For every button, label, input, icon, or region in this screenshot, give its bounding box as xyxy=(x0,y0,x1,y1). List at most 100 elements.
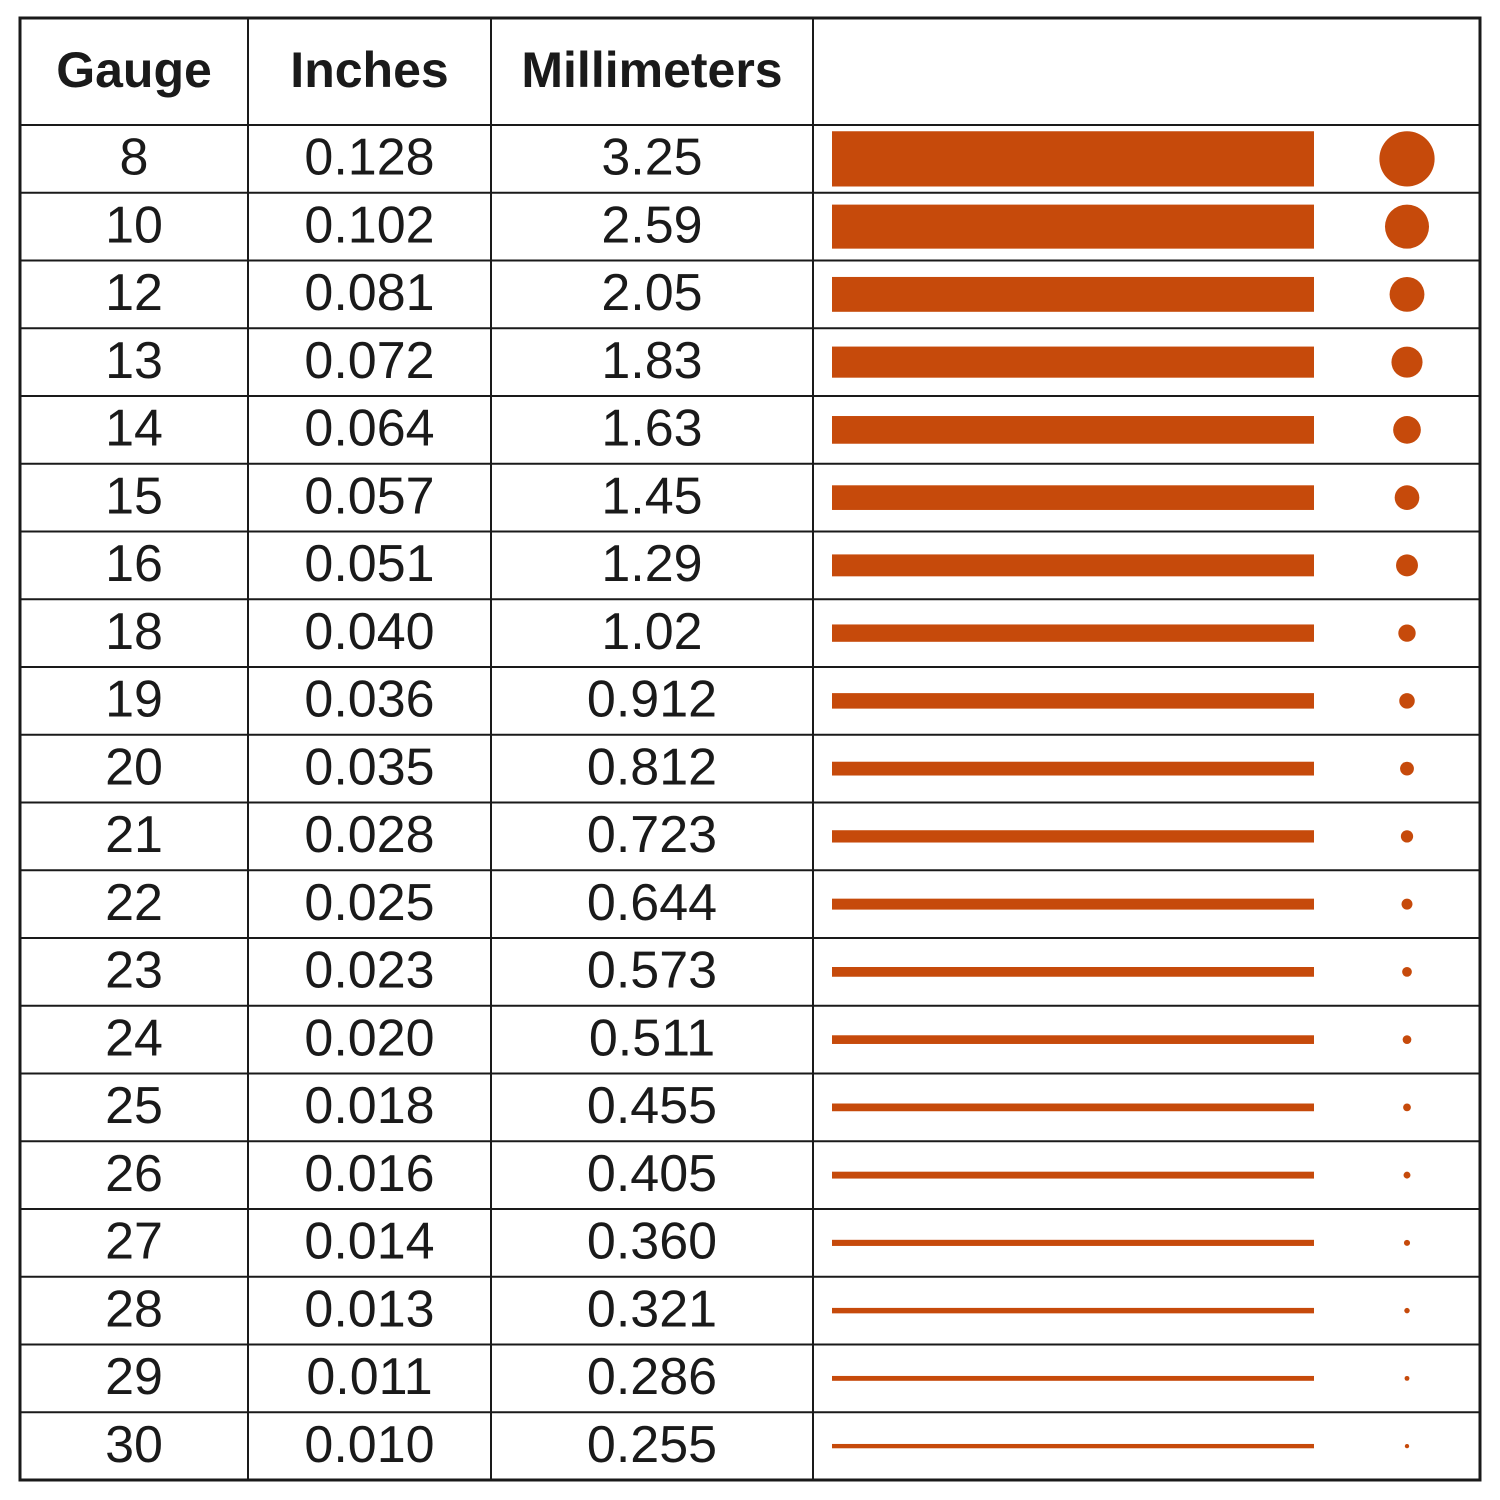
wire-side-bar xyxy=(832,1171,1314,1179)
wire-side-bar xyxy=(832,967,1314,977)
wire-cross-section xyxy=(1404,1307,1410,1314)
table-cell: 0.013 xyxy=(304,1280,434,1338)
wire-side-bar xyxy=(832,416,1314,444)
table-cell: 0.011 xyxy=(306,1348,432,1406)
table-cell: 29 xyxy=(105,1348,163,1406)
table-cell: 0.028 xyxy=(304,806,434,864)
table-cell: 15 xyxy=(105,467,163,525)
table-cell: 0.057 xyxy=(304,467,434,525)
table-cell: 0.023 xyxy=(304,942,434,1000)
wire-side-bar xyxy=(832,1443,1314,1449)
wire-cross-section xyxy=(1402,967,1412,977)
table-cell: 13 xyxy=(105,332,163,390)
table-cell: 2.59 xyxy=(601,196,702,254)
table-cell: 0.321 xyxy=(587,1280,717,1338)
table-cell: 0.128 xyxy=(304,129,434,187)
wire-side-bar xyxy=(832,693,1314,709)
header-cell: Millimeters xyxy=(521,42,782,98)
wire-cross-section xyxy=(1393,416,1421,444)
table-cell: 0.912 xyxy=(587,671,717,729)
wire-side-bar xyxy=(832,898,1314,910)
wire-cross-section xyxy=(1396,554,1418,577)
table-cell: 0.723 xyxy=(587,806,717,864)
table-cell: 3.25 xyxy=(601,129,702,187)
table-cell: 0.025 xyxy=(304,874,434,932)
table-cell: 2.05 xyxy=(601,264,702,322)
wire-side-bar xyxy=(832,1103,1314,1112)
wire-side-bar xyxy=(832,131,1314,187)
table-cell: 0.014 xyxy=(304,1213,434,1271)
wire-side-bar xyxy=(832,1307,1314,1314)
wire-cross-section xyxy=(1400,830,1414,843)
table-cell: 18 xyxy=(105,603,163,661)
table-cell: 0.255 xyxy=(587,1416,717,1474)
table-cell: 8 xyxy=(120,129,149,187)
table-cell: 0.102 xyxy=(304,196,434,254)
table-cell: 30 xyxy=(105,1416,163,1474)
wire-cross-section xyxy=(1401,898,1413,910)
table-cell: 14 xyxy=(105,400,163,458)
wire-side-bar xyxy=(832,830,1314,843)
table-cell: 12 xyxy=(105,264,163,322)
table-cell: 0.644 xyxy=(587,874,717,932)
table-cell: 28 xyxy=(105,1280,163,1338)
wire-cross-section xyxy=(1398,624,1416,642)
table-cell: 20 xyxy=(105,738,163,796)
table-cell: 23 xyxy=(105,942,163,1000)
header-cell: Gauge xyxy=(56,42,212,98)
table-cell: 0.016 xyxy=(304,1145,434,1203)
wire-cross-section xyxy=(1384,204,1430,249)
table-cell: 1.83 xyxy=(601,332,702,390)
table-cell: 0.455 xyxy=(587,1077,717,1135)
table-cell: 0.072 xyxy=(304,332,434,390)
wire-cross-section xyxy=(1403,1239,1411,1246)
wire-cross-section xyxy=(1402,1035,1412,1044)
wire-cross-section xyxy=(1403,1103,1411,1112)
table-cell: 1.63 xyxy=(601,400,702,458)
table-cell: 0.405 xyxy=(587,1145,717,1203)
table-cell: 0.018 xyxy=(304,1077,434,1135)
wire-cross-section xyxy=(1394,485,1420,510)
table-cell: 1.45 xyxy=(601,467,702,525)
table-cell: 0.040 xyxy=(304,603,434,661)
wire-cross-section xyxy=(1399,693,1415,709)
table-cell: 1.02 xyxy=(601,603,702,661)
table-cell: 24 xyxy=(105,1009,163,1067)
wire-side-bar xyxy=(832,554,1314,577)
table-cell: 26 xyxy=(105,1145,163,1203)
table-cell: 0.812 xyxy=(587,738,717,796)
table-cell: 16 xyxy=(105,535,163,593)
table-cell: 0.360 xyxy=(587,1213,717,1271)
table-cell: 0.081 xyxy=(304,264,434,322)
table-cell: 0.051 xyxy=(304,535,434,593)
wire-side-bar xyxy=(832,204,1314,249)
wire-cross-section xyxy=(1379,131,1435,187)
table-cell: 0.010 xyxy=(304,1416,434,1474)
wire-side-bar xyxy=(832,624,1314,642)
table-cell: 10 xyxy=(105,196,163,254)
wire-cross-section xyxy=(1404,1375,1410,1381)
wire-side-bar xyxy=(832,1239,1314,1246)
wire-cross-section xyxy=(1404,1443,1410,1449)
table-cell: 0.064 xyxy=(304,400,434,458)
wire-cross-section xyxy=(1389,276,1425,312)
wire-side-bar xyxy=(832,1375,1314,1381)
table-cell: 0.286 xyxy=(587,1348,717,1406)
table-cell: 25 xyxy=(105,1077,163,1135)
table-cell: 21 xyxy=(105,806,163,864)
table-cell: 0.511 xyxy=(589,1009,715,1067)
table-cell: 0.020 xyxy=(304,1009,434,1067)
wire-side-bar xyxy=(832,485,1314,510)
wire-cross-section xyxy=(1391,346,1423,378)
table-cell: 0.035 xyxy=(304,738,434,796)
header-cell: Inches xyxy=(290,42,448,98)
table-cell: 0.036 xyxy=(304,671,434,729)
wire-cross-section xyxy=(1403,1171,1411,1179)
wire-side-bar xyxy=(832,346,1314,378)
table-cell: 0.573 xyxy=(587,942,717,1000)
table-border xyxy=(18,16,1482,1482)
table-cell: 27 xyxy=(105,1213,163,1271)
table-cell: 22 xyxy=(105,874,163,932)
